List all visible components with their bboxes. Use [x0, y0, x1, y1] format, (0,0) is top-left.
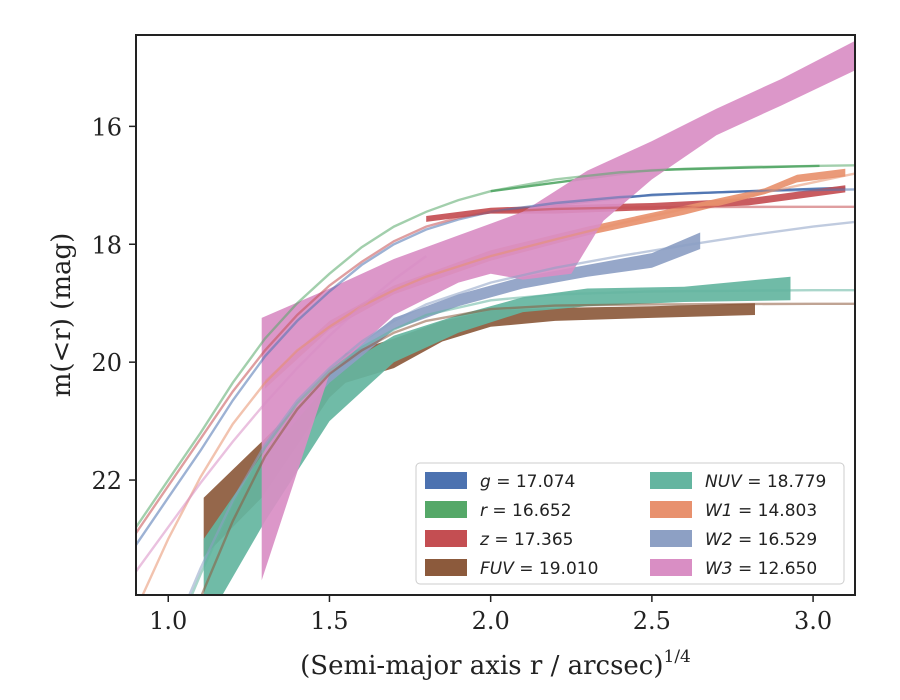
legend-swatch-w2 — [650, 530, 692, 547]
legend-magnitude: = 14.803 — [733, 501, 818, 521]
legend-magnitude: = 18.779 — [742, 472, 827, 492]
legend-label-fuv: FUV = 19.010 — [480, 559, 598, 579]
legend-band-name: W2 — [705, 530, 733, 550]
x-tick-label: 3.0 — [794, 607, 832, 635]
x-axis-label: (Semi-major axis r / arcsec)1/4 — [300, 647, 691, 681]
legend-magnitude: = 16.652 — [487, 501, 572, 521]
model-curve-nuv — [190, 289, 855, 595]
x-tick-label: 1.5 — [310, 607, 348, 635]
plot-frame — [135, 34, 856, 596]
model-curve-g — [136, 188, 855, 546]
y-tick-label: 22 — [91, 467, 122, 495]
legend-swatch-g — [425, 472, 467, 489]
y-axis: 16 18 20 22 — [91, 113, 136, 495]
model-curve-fuv — [200, 302, 855, 595]
x-tick-label: 2.5 — [633, 607, 671, 635]
band-w2 — [265, 232, 701, 457]
legend-band-name: g — [480, 472, 491, 492]
legend-band-name: NUV — [705, 472, 743, 492]
legend-band-name: W1 — [705, 501, 733, 521]
y-tick-label: 18 — [91, 231, 122, 259]
legend-swatch-nuv — [650, 472, 692, 489]
legend-magnitude: = 19.010 — [514, 559, 599, 579]
x-tick-label: 1.0 — [149, 607, 187, 635]
legend-magnitude: = 12.650 — [733, 559, 818, 579]
legend-band-name: r — [480, 501, 488, 521]
legend-label-nuv: NUV = 18.779 — [705, 472, 826, 492]
legend-swatch-z — [425, 530, 467, 547]
legend-magnitude: = 17.074 — [491, 472, 576, 492]
x-axis-label-text: (Semi-major axis r / arcsec) — [300, 651, 663, 681]
model-curve-w2 — [188, 220, 855, 595]
band-w3 — [261, 40, 855, 581]
model-curve-w3 — [136, 255, 427, 573]
legend-band-name: W3 — [705, 559, 733, 579]
legend-swatch-fuv — [425, 559, 467, 576]
x-axis: 1.0 1.5 2.0 2.5 3.0 — [149, 595, 832, 635]
legend-swatch-w3 — [650, 559, 692, 576]
legend-swatch-w1 — [650, 501, 692, 518]
legend-band-name: z — [479, 530, 490, 550]
x-axis-label-exponent: 1/4 — [664, 647, 691, 667]
legend-label-r: r = 16.652 — [480, 501, 572, 521]
legend-label-z: z = 17.365 — [479, 530, 573, 550]
legend-magnitude: = 16.529 — [733, 530, 818, 550]
x-tick-label: 2.0 — [472, 607, 510, 635]
legend-label-w3: W3 = 12.650 — [705, 559, 817, 579]
legend-swatch-r — [425, 501, 467, 518]
model-curve-layer — [136, 164, 855, 595]
model-curve-w1 — [141, 172, 855, 595]
y-axis-label: m(<r) (mag) — [47, 233, 77, 398]
y-tick-label: 16 — [91, 113, 122, 141]
model-curve-r — [136, 164, 855, 528]
legend-label-g: g = 17.074 — [480, 472, 575, 492]
legend-label-w2: W2 = 16.529 — [705, 530, 817, 550]
y-tick-label: 20 — [91, 349, 122, 377]
legend-magnitude: = 17.365 — [489, 530, 574, 550]
legend-band-name: FUV — [480, 559, 515, 579]
legend-box — [415, 462, 845, 585]
legend-label-w1: W1 = 14.803 — [705, 501, 817, 521]
